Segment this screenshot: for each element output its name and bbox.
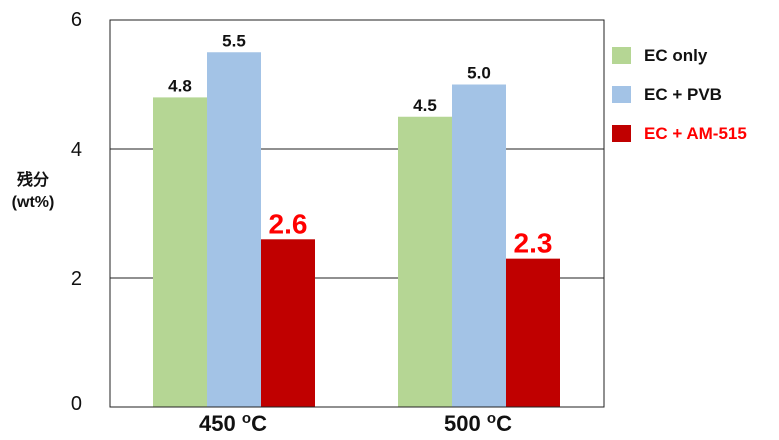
x-category-500: 500 oC bbox=[368, 410, 588, 437]
bar-value-label: 4.8 bbox=[168, 76, 192, 95]
bar-value-label: 2.6 bbox=[269, 208, 308, 239]
bar-value-label: 2.3 bbox=[514, 228, 553, 259]
bar bbox=[398, 116, 452, 407]
legend-label-ec-pvb: EC + PVB bbox=[644, 84, 722, 104]
legend: EC only EC + PVB EC + AM-515 bbox=[612, 36, 747, 153]
bar-value-label: 5.0 bbox=[467, 64, 491, 83]
x-category-500-value: 500 bbox=[444, 411, 481, 436]
bar bbox=[261, 239, 315, 407]
bar-value-label: 5.5 bbox=[222, 31, 246, 50]
y-axis-label-line2: (wt%) bbox=[11, 194, 55, 211]
y-tick-label: 6 bbox=[71, 9, 82, 31]
bar bbox=[207, 52, 261, 407]
plot-frame bbox=[109, 19, 605, 408]
legend-swatch-ec-pvb bbox=[612, 86, 631, 103]
legend-swatch-ec-am515 bbox=[612, 125, 631, 142]
legend-label-ec-am515: EC + AM-515 bbox=[644, 123, 747, 143]
legend-label-ec-only: EC only bbox=[644, 45, 708, 65]
legend-item-ec-pvb: EC + PVB bbox=[612, 75, 747, 114]
bar bbox=[506, 258, 560, 407]
y-axis-label: 残分 (wt%) bbox=[4, 170, 62, 214]
y-tick-label: 4 bbox=[71, 139, 82, 161]
x-category-450-degree: o bbox=[241, 410, 252, 427]
legend-swatch-ec-only bbox=[612, 47, 631, 64]
x-category-450: 450 oC bbox=[123, 410, 343, 437]
y-tick-label: 2 bbox=[71, 268, 82, 290]
bar-value-label: 4.5 bbox=[413, 96, 437, 115]
y-axis-ticks: 0 2 4 6 bbox=[71, 9, 82, 415]
bars bbox=[153, 52, 560, 408]
value-labels: 4.8 4.5 5.5 5.0 2.6 2.3 bbox=[168, 31, 552, 258]
x-category-500-degree: o bbox=[486, 410, 497, 427]
bar bbox=[452, 84, 506, 407]
legend-item-ec-only: EC only bbox=[612, 36, 747, 75]
x-category-450-value: 450 bbox=[199, 411, 236, 436]
bar bbox=[153, 97, 207, 408]
x-category-500-unit: C bbox=[496, 411, 512, 436]
x-category-450-unit: C bbox=[251, 411, 267, 436]
y-tick-label: 0 bbox=[71, 393, 82, 415]
legend-item-ec-am515: EC + AM-515 bbox=[612, 114, 747, 153]
y-axis-label-line1: 残分 bbox=[16, 172, 49, 189]
